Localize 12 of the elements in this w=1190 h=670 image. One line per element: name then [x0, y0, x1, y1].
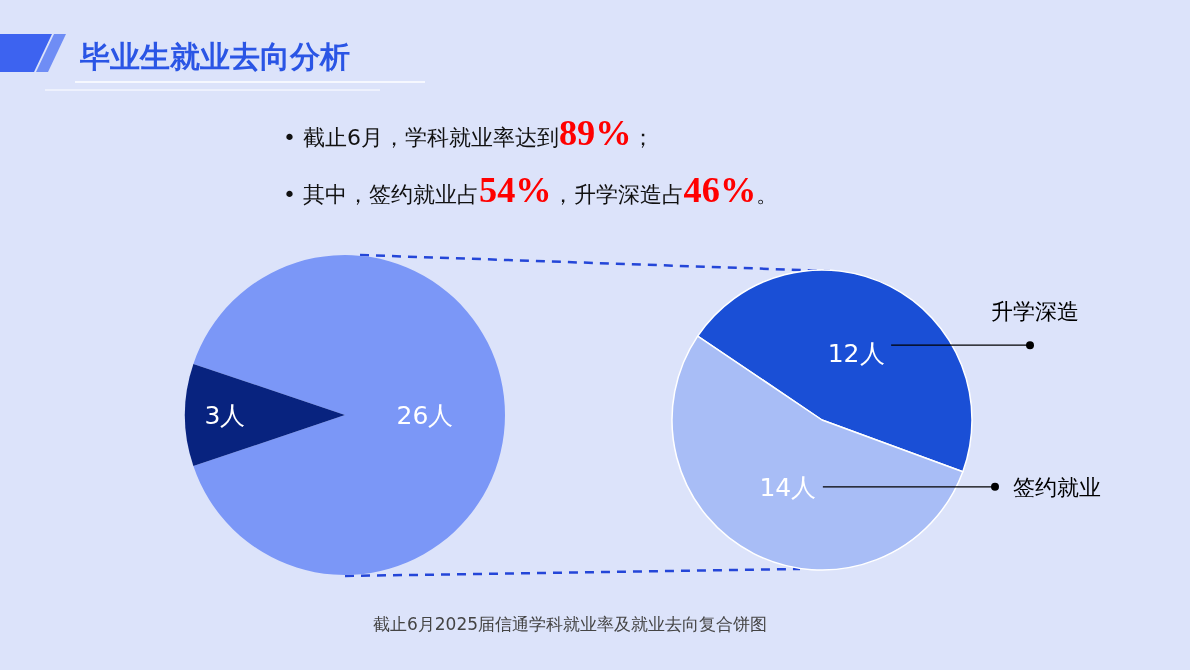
text: • 截止6月，学科就业率达到89%；	[283, 113, 654, 153]
text: • 其中，签约就业占54%，升学深造占46%。	[283, 170, 779, 210]
text: 截止6月2025届信通学科就业率及就业去向复合饼图	[372, 614, 768, 634]
pie-slice	[185, 363, 345, 467]
chart-title: 毕业生就业去向分析	[79, 39, 350, 74]
data-label: 3人	[204, 401, 246, 430]
slice-label: 签约就业	[1013, 474, 1101, 500]
pie-slice	[193, 255, 505, 575]
data-label: 14人	[759, 472, 817, 502]
slice-label: 升学深造	[991, 299, 1079, 325]
data-label: 26人	[396, 401, 454, 430]
data-label: 12人	[827, 339, 885, 369]
